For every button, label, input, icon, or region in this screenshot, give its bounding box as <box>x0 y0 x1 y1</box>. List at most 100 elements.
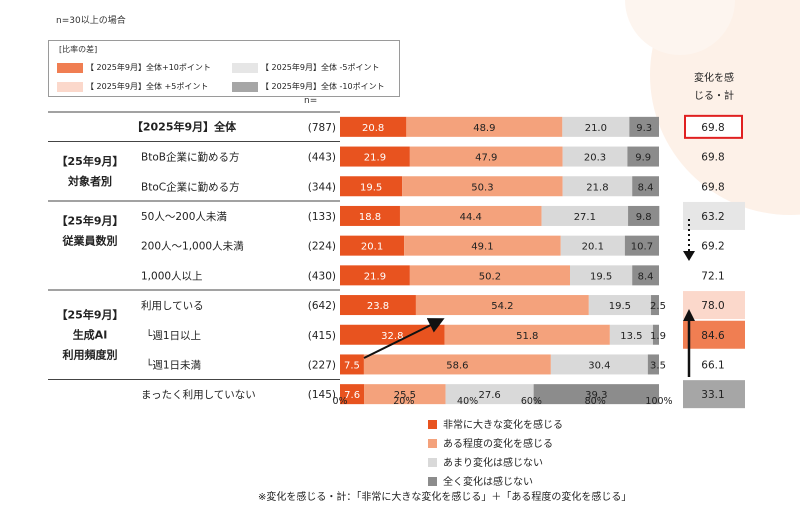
bar-label-little-overall: 21.0 <box>585 123 607 134</box>
bar-none-btoc <box>632 176 659 197</box>
bar-label-very-ai-not-using: 7.6 <box>344 390 360 401</box>
group-label-2-0: 【25年9月】 <box>57 214 124 228</box>
bar-little-ai-weekly-less <box>550 354 648 375</box>
x-tick-label-4: 80% <box>585 396 606 407</box>
bar-some-emp-50-200 <box>399 205 542 226</box>
bar-little-overall <box>562 116 630 137</box>
x-tick-label-2: 40% <box>457 396 478 407</box>
bar-some-emp-1000plus <box>409 265 570 286</box>
bar-none-emp-1000plus <box>632 265 659 286</box>
bar-label-none-emp-200-1000: 10.7 <box>631 242 653 253</box>
bar-label-some-btob: 47.9 <box>475 153 497 164</box>
category-label-ai-using: 利用している <box>141 300 204 312</box>
bar-label-none-btob: 9.9 <box>635 153 651 164</box>
legend-swatch-minus10 <box>232 81 258 92</box>
bar-some-emp-200-1000 <box>404 235 561 256</box>
category-label-ai-weekly-less: └週1日未満 <box>146 358 202 371</box>
difference-legend-title: [比率の差] <box>59 45 98 54</box>
bar-very-ai-weekly-plus <box>340 324 445 345</box>
bar-label-very-ai-weekly-plus: 32.8 <box>381 331 403 342</box>
bar-none-overall <box>629 116 659 137</box>
total-shade-emp-50-200 <box>683 201 745 230</box>
bar-label-some-ai-weekly-less: 58.6 <box>446 360 468 371</box>
total-value-ai-weekly-plus: 84.6 <box>701 330 725 342</box>
bar-label-none-ai-not-using: 39.3 <box>585 390 607 401</box>
category-label-ai-not-using: まったく利用していない <box>141 389 256 401</box>
total-value-btob: 69.8 <box>701 152 724 164</box>
bar-label-little-ai-weekly-less: 30.4 <box>588 360 610 371</box>
bar-label-some-ai-using: 54.2 <box>491 301 513 312</box>
n-label-emp-50-200: (133) <box>308 211 336 223</box>
bar-label-none-btoc: 8.4 <box>638 182 654 193</box>
total-highlight-box <box>684 114 743 139</box>
bar-very-emp-50-200 <box>340 205 400 226</box>
bar-label-little-btob: 20.3 <box>584 153 606 164</box>
bar-little-btob <box>562 146 628 167</box>
total-value-emp-200-1000: 69.2 <box>701 241 724 253</box>
n-label-ai-weekly-plus: (415) <box>308 330 336 342</box>
total-value-ai-not-using: 33.1 <box>701 389 724 401</box>
total-shade-ai-using <box>683 291 745 320</box>
bar-very-ai-not-using <box>340 384 365 405</box>
bar-little-emp-50-200 <box>541 205 629 226</box>
total-column-header: 変化を感 じる・計 <box>694 73 734 102</box>
bar-label-little-emp-1000plus: 19.5 <box>590 271 612 282</box>
series-swatch-none <box>428 477 437 486</box>
group-label-0-0: 【2025年9月】全体 <box>132 120 237 134</box>
bar-very-overall <box>340 116 407 137</box>
bar-some-btob <box>409 146 563 167</box>
bar-label-none-ai-using: 2.5 <box>650 301 666 312</box>
total-value-btoc: 69.8 <box>701 181 724 193</box>
bar-little-emp-200-1000 <box>560 235 625 256</box>
bar-some-ai-weekly-plus <box>444 324 610 345</box>
bar-very-emp-1000plus <box>340 265 410 286</box>
category-label-ai-weekly-plus: └週1日以上 <box>146 329 201 342</box>
series-legend-none: 全く変化は感じない <box>428 473 533 488</box>
group-label-2-1: 従業員数別 <box>62 234 118 248</box>
series-legend-some: ある程度の変化を感じる <box>428 435 553 450</box>
n-label-overall: (787) <box>308 122 336 134</box>
category-label-emp-50-200: 50人～200人未満 <box>141 211 227 223</box>
total-shade-ai-weekly-plus <box>683 320 745 349</box>
bar-label-little-emp-50-200: 27.1 <box>574 212 596 223</box>
bar-label-very-ai-weekly-less: 7.5 <box>344 360 360 371</box>
x-tick-label-1: 20% <box>393 396 414 407</box>
n-label-ai-not-using: (145) <box>308 389 336 401</box>
group-label-3-1: 生成AI <box>73 328 108 342</box>
footnote: ※変化を感じる・計：「非常に大きな変化を感じる」＋「ある程度の変化を感じる」 <box>258 492 632 503</box>
bar-some-ai-not-using <box>364 384 446 405</box>
legend-swatch-plus10 <box>57 62 83 73</box>
n-label-ai-using: (642) <box>308 300 336 312</box>
bar-label-some-btoc: 50.3 <box>471 182 493 193</box>
category-label-btoc: BtoC企業に勤める方 <box>141 180 240 193</box>
n-label-ai-weekly-less: (227) <box>308 359 336 371</box>
bar-very-btob <box>340 146 410 167</box>
total-value-emp-50-200: 63.2 <box>701 211 724 223</box>
bar-label-some-ai-not-using: 25.5 <box>394 390 416 401</box>
series-swatch-very <box>428 420 437 429</box>
difference-legend: [比率の差] 【 2025年9月】全体+10ポイント 【 2025年9月】全体 … <box>48 40 400 97</box>
bar-label-none-overall: 9.3 <box>636 123 652 134</box>
legend-item-minus5: 【 2025年9月】全体 -5ポイント <box>232 62 380 73</box>
bar-label-none-emp-1000plus: 8.4 <box>638 271 654 282</box>
bar-label-none-ai-weekly-plus: 1.9 <box>650 331 666 342</box>
total-value-emp-1000plus: 72.1 <box>701 270 724 282</box>
total-up-arrow-head <box>683 309 695 321</box>
bar-label-very-btob: 21.9 <box>364 153 386 164</box>
bar-label-very-emp-50-200: 18.8 <box>359 212 381 223</box>
bar-label-none-emp-50-200: 9.8 <box>636 212 652 223</box>
n-header: n= <box>304 96 318 106</box>
legend-swatch-plus5 <box>57 81 83 92</box>
bar-label-very-btoc: 19.5 <box>360 182 382 193</box>
n-label-btob: (443) <box>308 152 336 164</box>
n-label-emp-200-1000: (224) <box>308 241 336 253</box>
bar-label-some-emp-200-1000: 49.1 <box>471 242 493 253</box>
bar-little-ai-weekly-plus <box>609 324 653 345</box>
n-label-btoc: (344) <box>308 181 336 193</box>
bar-label-some-ai-weekly-plus: 51.8 <box>516 331 538 342</box>
category-label-emp-1000plus: 1,000人以上 <box>141 270 203 282</box>
bar-label-very-emp-200-1000: 20.1 <box>361 242 383 253</box>
bar-label-very-emp-1000plus: 21.9 <box>364 271 386 282</box>
